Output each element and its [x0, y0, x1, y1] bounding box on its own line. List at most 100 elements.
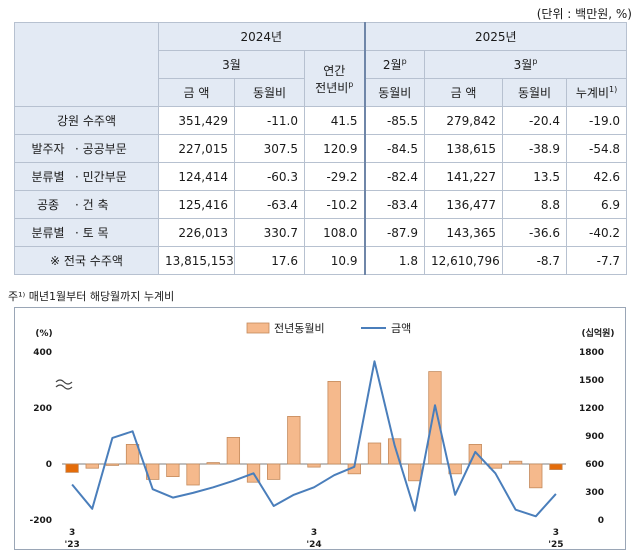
- table-row: 발주자 · 공공부문 227,015 307.5 120.9 -84.5 138…: [14, 134, 628, 163]
- cell: 10.9: [303, 246, 366, 275]
- yoy-bar: [65, 463, 79, 473]
- orders-chart: (%) (십억원) 400 200 0 -200 1800 1500 1200 900 600 300…: [29, 322, 614, 550]
- cell: -7.7: [566, 246, 628, 275]
- right-tick-label: 1500: [579, 376, 604, 386]
- row-label: · 민간부문: [75, 170, 127, 184]
- cell: 279,842: [424, 106, 504, 135]
- cell: -60.3: [234, 162, 305, 191]
- cell: 351,429: [158, 106, 235, 135]
- row-label-layout: 분류별 · 토 목: [21, 219, 152, 246]
- cell: -87.9: [363, 218, 426, 247]
- header-row-months: 3월 연간 전년비p 2월p 3월p: [14, 50, 628, 107]
- header-cum-2025: 누계비1): [566, 78, 628, 107]
- cell: -10.2: [303, 190, 366, 219]
- cell: -20.4: [502, 106, 568, 135]
- cell: -38.9: [502, 134, 568, 163]
- yoy-bar: [529, 463, 543, 489]
- yoy-bar: [287, 416, 301, 465]
- legend-bar-label: 전년동월비: [274, 322, 325, 335]
- cell: -63.4: [234, 190, 305, 219]
- cell: -36.6: [502, 218, 568, 247]
- table-row: 강원 수주액 351,429 -11.0 41.5 -85.5 279,842 …: [14, 106, 628, 135]
- cell: 138,615: [424, 134, 504, 163]
- cell: -82.4: [363, 162, 426, 191]
- right-tick-label: 300: [585, 488, 604, 498]
- x-tick-label: '25: [548, 540, 563, 550]
- x-tick-label: 3: [553, 528, 559, 538]
- yoy-bar: [166, 463, 180, 477]
- amount-line: [71, 360, 557, 518]
- x-tick-label: '24: [306, 540, 321, 550]
- table-row: 분류별 · 토 목 226,013 330.7 108.0 -87.9 143,…: [14, 218, 628, 247]
- yoy-bar: [125, 443, 140, 465]
- yoy-bar: [307, 463, 321, 468]
- left-axis-unit: (%): [35, 329, 52, 339]
- left-tick-label: 200: [33, 404, 52, 414]
- right-tick-label: 600: [585, 460, 604, 470]
- x-tick-label: 3: [69, 528, 75, 538]
- cell: 141,227: [424, 162, 504, 191]
- group-owner: 발주자: [21, 135, 75, 162]
- header-annual-line2: 전년비: [315, 80, 349, 95]
- right-tick-label: 900: [585, 432, 604, 442]
- left-tick-label: 400: [33, 348, 52, 358]
- header-corner: [14, 22, 159, 107]
- cell: 42.6: [566, 162, 628, 191]
- header-annual: 연간 전년비p: [303, 50, 366, 107]
- row-label: · 토 목: [75, 226, 109, 240]
- yoy-bar: [408, 463, 422, 482]
- cell: 307.5: [234, 134, 305, 163]
- row-label: 강원 수주액: [14, 106, 159, 135]
- group-type-line2: 분류별: [31, 226, 65, 240]
- right-tick-label: 0: [598, 516, 604, 526]
- header-march-2025: 3월p: [424, 50, 628, 79]
- table-row: 공종 · 건 축 125,416 -63.4 -10.2 -83.4 136,4…: [14, 190, 628, 219]
- yoy-bar: [267, 463, 281, 480]
- legend-line-label: 금액: [391, 322, 411, 335]
- cell: 125,416: [158, 190, 235, 219]
- row-label-type: 공종 · 건 축: [14, 190, 159, 219]
- row-label-owner2: 분류별 · 민간부문: [14, 162, 159, 191]
- row-label-type2: 분류별 · 토 목: [14, 218, 159, 247]
- left-tick-label: -200: [29, 516, 52, 526]
- legend-bar-swatch: [246, 322, 270, 334]
- header-annual-line1: 연간: [323, 63, 346, 78]
- cell: 136,477: [424, 190, 504, 219]
- right-axis-unit: (십억원): [581, 327, 614, 339]
- left-tick-label: 0: [46, 460, 52, 470]
- right-tick-label: 1200: [579, 404, 604, 414]
- cell: 330.7: [234, 218, 305, 247]
- cell: -85.5: [363, 106, 426, 135]
- cell: -8.7: [502, 246, 568, 275]
- header-feb-label: 2월: [382, 58, 402, 72]
- cell: 41.5: [303, 106, 366, 135]
- row-label-owner: 발주자 · 공공부문: [14, 134, 159, 163]
- cell: 108.0: [303, 218, 366, 247]
- cell: -11.0: [234, 106, 305, 135]
- group-owner: 분류별: [21, 163, 75, 190]
- cell: -84.5: [363, 134, 426, 163]
- cell: -40.2: [566, 218, 628, 247]
- x-tick-label: '23: [64, 540, 79, 550]
- yoy-bar: [549, 463, 563, 470]
- header-cum-sup: 1): [608, 85, 618, 94]
- cell: 226,013: [158, 218, 235, 247]
- construction-orders-table: 2024년 2025년 3월 연간 전년비p 2월p 3월p 금 액 동월비 동…: [14, 22, 628, 275]
- header-mom-2025: 동월비: [502, 78, 568, 107]
- yoy-bar: [186, 463, 200, 486]
- header-mom-2024: 동월비: [234, 78, 305, 107]
- cell: -83.4: [363, 190, 426, 219]
- yoy-bar: [105, 463, 120, 466]
- cell: -19.0: [566, 106, 628, 135]
- header-march25-sup: p: [532, 57, 538, 66]
- cell: -54.8: [566, 134, 628, 163]
- header-feb-sup: p: [401, 57, 407, 66]
- cell: 120.9: [303, 134, 366, 163]
- header-2024: 2024년: [157, 22, 366, 51]
- x-tick-label: 3: [311, 528, 317, 538]
- unit-note: (단위 : 백만원, %): [536, 7, 632, 21]
- group-type: 공종: [21, 191, 75, 218]
- group-owner-line1: 발주자: [31, 142, 65, 156]
- row-label: · 건 축: [75, 198, 109, 212]
- cell: 227,015: [158, 134, 235, 163]
